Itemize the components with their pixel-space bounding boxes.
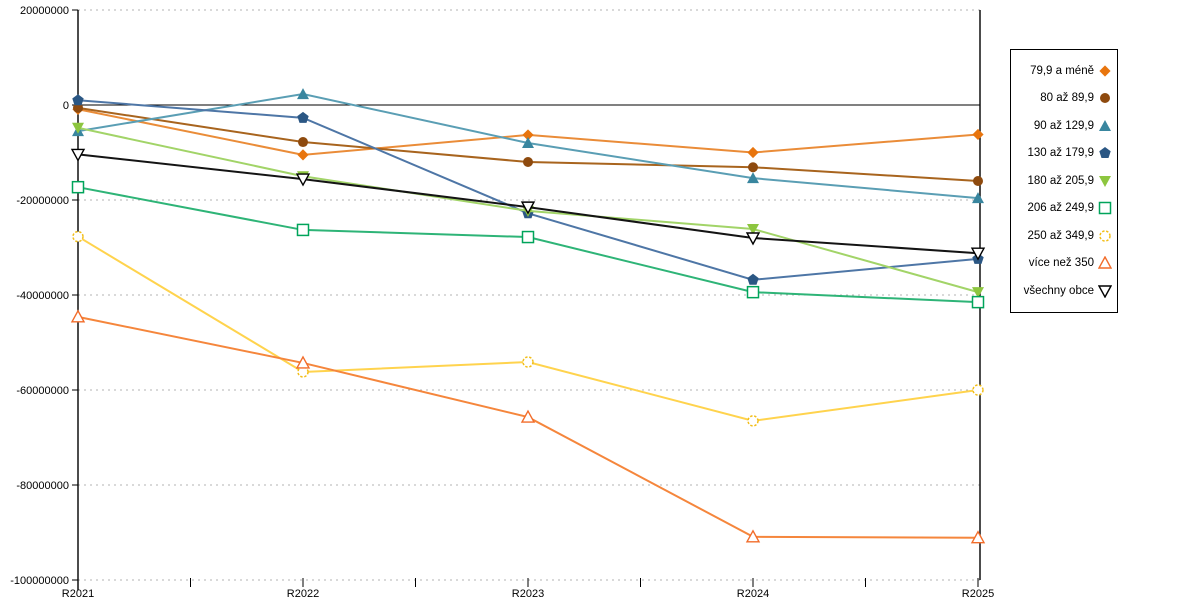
circle-marker-icon bbox=[973, 176, 983, 186]
legend-item: 80 až 89,9 bbox=[1011, 85, 1117, 113]
diamond-marker-icon bbox=[972, 128, 984, 141]
triangle-up-open-marker-icon bbox=[70, 309, 86, 323]
circle-marker-icon bbox=[748, 162, 758, 173]
triangle-up-marker-icon bbox=[972, 192, 984, 204]
circle-open-dashed-marker-icon bbox=[297, 366, 309, 378]
circle-marker-icon bbox=[523, 157, 533, 167]
diamond-marker-icon bbox=[747, 146, 759, 159]
square-open-marker-icon bbox=[971, 295, 985, 309]
y-tick-label: -60000000 bbox=[16, 385, 69, 397]
legend-marker-icon bbox=[1100, 93, 1110, 104]
circle-open-dashed-marker-icon bbox=[522, 356, 534, 368]
diamond-marker-icon bbox=[297, 149, 309, 161]
y-tick-label: -80000000 bbox=[16, 480, 69, 492]
pentagon-marker-icon bbox=[297, 111, 309, 123]
circle-open-dashed-marker-icon bbox=[1099, 230, 1111, 242]
diamond-marker-icon bbox=[522, 129, 534, 141]
legend-label: všechny obce bbox=[1023, 284, 1094, 297]
triangle-up-marker-icon bbox=[522, 137, 534, 148]
triangle-up-open-marker-icon bbox=[295, 355, 311, 369]
square-open-marker-icon bbox=[521, 230, 535, 244]
legend-item: 130 až 179,9 bbox=[1011, 140, 1117, 168]
y-tick-label: 0 bbox=[63, 100, 69, 112]
legend-item: 180 až 205,9 bbox=[1011, 167, 1117, 195]
square-open-marker-icon bbox=[746, 285, 760, 299]
pentagon-marker-icon bbox=[72, 94, 84, 106]
triangle-down-marker-icon bbox=[747, 223, 759, 235]
triangle-up-open-marker-icon bbox=[970, 530, 986, 544]
x-tick-label: R2023 bbox=[512, 588, 544, 600]
legend-label: 130 až 179,9 bbox=[1027, 147, 1094, 160]
legend: 79,9 a méně 80 až 89,9 90 až 129,9 130 až 1… bbox=[1010, 49, 1118, 313]
series-line bbox=[77, 315, 979, 539]
circle-open-dashed-marker-icon bbox=[747, 415, 759, 427]
legend-item: 90 až 129,9 bbox=[1011, 112, 1117, 140]
circle-open-dashed-marker-icon bbox=[972, 384, 984, 396]
legend-label: 250 až 349,9 bbox=[1027, 229, 1094, 242]
triangle-up-marker-icon bbox=[747, 172, 759, 184]
y-tick-label: -20000000 bbox=[16, 195, 69, 207]
legend-marker-icon bbox=[1099, 175, 1111, 187]
legend-label: více než 350 bbox=[1028, 257, 1094, 270]
legend-marker-icon bbox=[1098, 285, 1112, 298]
legend-item: všechny obce bbox=[1011, 277, 1117, 305]
x-tick-label: R2021 bbox=[62, 588, 94, 600]
triangle-down-open-marker-icon bbox=[295, 173, 311, 187]
legend-label: 79,9 a méně bbox=[1030, 64, 1094, 77]
circle-marker-icon bbox=[73, 102, 83, 113]
legend-label: 206 až 249,9 bbox=[1027, 202, 1094, 215]
square-open-marker-icon bbox=[1098, 202, 1112, 215]
triangle-down-open-marker-icon bbox=[70, 148, 86, 162]
y-tick-label: -40000000 bbox=[16, 290, 69, 302]
circle-marker-icon bbox=[1100, 93, 1110, 104]
legend-marker-icon bbox=[1099, 119, 1111, 131]
legend-label: 180 až 205,9 bbox=[1027, 174, 1094, 187]
x-tick-label: R2025 bbox=[962, 588, 994, 600]
diamond-marker-icon bbox=[1099, 65, 1111, 77]
triangle-down-marker-icon bbox=[72, 122, 84, 134]
legend-item: více než 350 bbox=[1011, 250, 1117, 278]
series-line bbox=[77, 235, 979, 422]
triangle-down-marker-icon bbox=[1099, 175, 1111, 187]
triangle-down-open-marker-icon bbox=[970, 247, 986, 261]
triangle-down-marker-icon bbox=[972, 287, 984, 299]
triangle-down-open-marker-icon bbox=[1098, 285, 1112, 298]
circle-marker-icon bbox=[298, 137, 308, 148]
x-tick-label: R2024 bbox=[737, 588, 769, 600]
legend-label: 80 až 89,9 bbox=[1040, 92, 1094, 105]
triangle-up-open-marker-icon bbox=[1098, 256, 1112, 269]
legend-marker-icon bbox=[1099, 147, 1111, 159]
square-open-marker-icon bbox=[296, 223, 310, 237]
legend-marker-icon bbox=[1098, 202, 1112, 215]
legend-marker-icon bbox=[1099, 65, 1111, 77]
legend-marker-icon bbox=[1098, 256, 1112, 269]
circle-open-dashed-marker-icon bbox=[72, 230, 84, 243]
x-tick-label: R2022 bbox=[287, 588, 319, 600]
triangle-up-marker-icon bbox=[297, 88, 309, 100]
triangle-up-marker-icon bbox=[1099, 119, 1111, 131]
triangle-up-open-marker-icon bbox=[520, 409, 536, 423]
legend-item: 79,9 a méně bbox=[1011, 57, 1117, 85]
pentagon-marker-icon bbox=[747, 273, 759, 285]
legend-item: 206 až 249,9 bbox=[1011, 195, 1117, 223]
legend-marker-icon bbox=[1099, 230, 1111, 242]
y-tick-label: 20000000 bbox=[20, 5, 69, 17]
pentagon-marker-icon bbox=[1099, 147, 1111, 159]
triangle-up-open-marker-icon bbox=[745, 529, 761, 543]
legend-label: 90 až 129,9 bbox=[1033, 119, 1094, 132]
legend-item: 250 až 349,9 bbox=[1011, 222, 1117, 250]
series-line bbox=[77, 99, 979, 281]
y-tick-label: -100000000 bbox=[10, 575, 69, 587]
triangle-down-open-marker-icon bbox=[520, 201, 536, 215]
triangle-down-open-marker-icon bbox=[745, 232, 761, 246]
square-open-marker-icon bbox=[71, 180, 85, 194]
